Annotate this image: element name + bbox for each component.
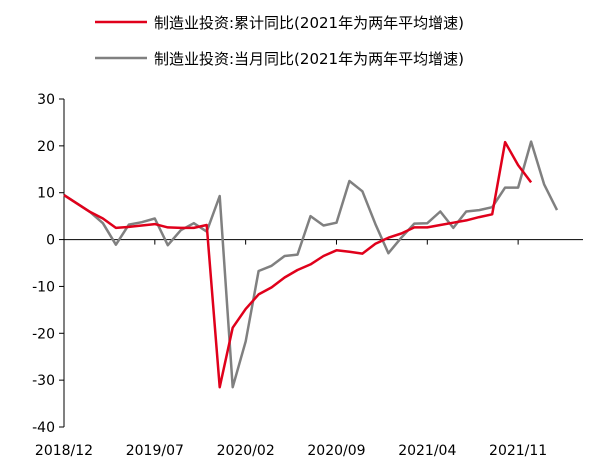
series-monthly xyxy=(63,140,559,389)
line-cumulative xyxy=(63,140,533,389)
series-cumulative xyxy=(63,140,533,389)
x-tick-label: 2020/09 xyxy=(307,443,365,459)
x-tick-label: 2020/02 xyxy=(217,443,275,459)
series-layer xyxy=(63,140,559,389)
line-monthly xyxy=(63,140,559,389)
legend: 制造业投资:累计同比(2021年为两年平均增速) 制造业投资:当月同比(2021… xyxy=(95,14,464,68)
y-tick-label: -20 xyxy=(32,326,55,342)
y-tick-label: -10 xyxy=(32,279,55,295)
legend-label-monthly: 制造业投资:当月同比(2021年为两年平均增速) xyxy=(154,50,464,68)
legend-label-cumulative: 制造业投资:累计同比(2021年为两年平均增速) xyxy=(154,14,464,32)
x-tick-label: 2018/12 xyxy=(35,443,93,459)
axes: 30 20 10 0 -10 -20 -30 -40 2018/12 2019/07 2020/02… xyxy=(32,92,583,459)
x-tick-label: 2021/11 xyxy=(489,443,547,459)
y-tick-label: 20 xyxy=(37,139,55,155)
y-tick-label: 0 xyxy=(46,233,55,249)
x-tick-label: 2021/04 xyxy=(398,443,456,459)
y-tick-label: -30 xyxy=(32,373,55,389)
y-tick-label: 30 xyxy=(37,92,55,108)
y-tick-label: 10 xyxy=(37,186,55,202)
x-tick-label: 2019/07 xyxy=(126,443,184,459)
y-tick-label: -40 xyxy=(32,420,55,436)
